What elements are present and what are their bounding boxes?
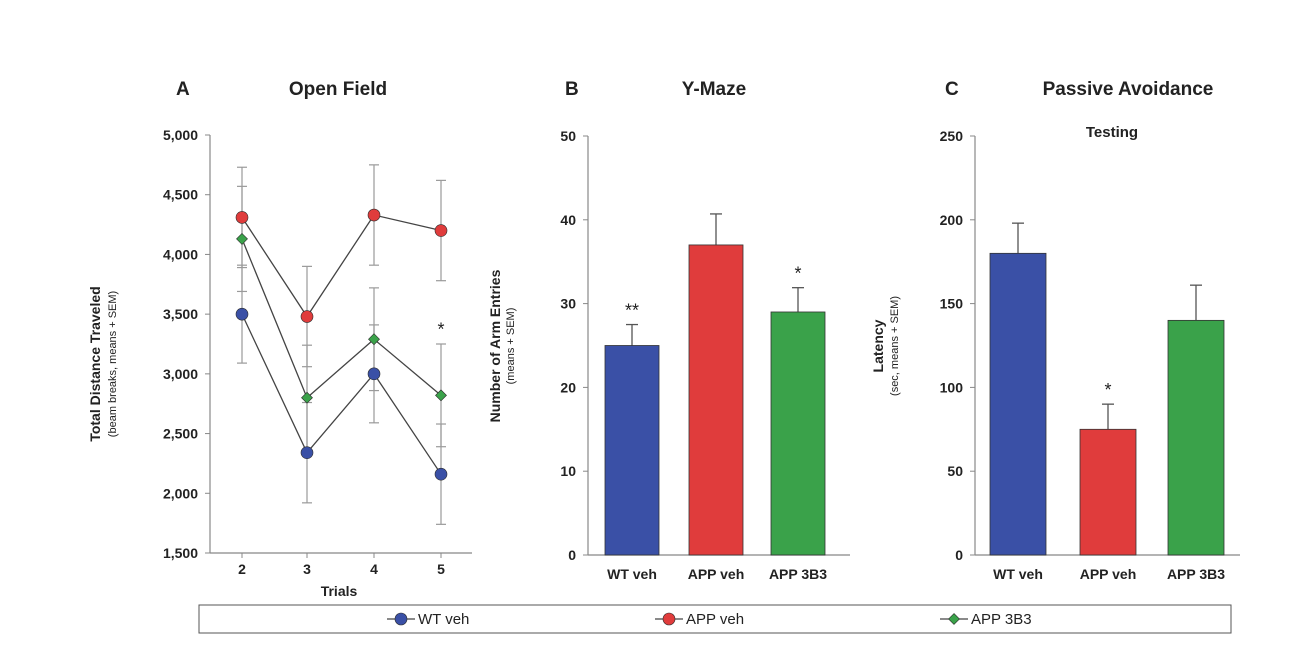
panel-b-letter: B	[565, 79, 579, 100]
data-point-diamond	[236, 232, 248, 245]
panel-b-bar-chart: B Y-Maze Number of Arm Entries (means + …	[487, 79, 850, 582]
data-point-diamond	[368, 333, 380, 346]
significance-marker: *	[794, 264, 801, 284]
significance-marker: *	[1104, 380, 1111, 400]
panel-a-y-label-sub: (beam breaks, means + SEM)	[107, 291, 119, 437]
bar	[604, 345, 660, 556]
data-point-circle	[300, 310, 314, 323]
bar	[1079, 428, 1137, 556]
panel-c-y-label: Latency	[870, 319, 886, 372]
x-category-label: WT veh	[993, 566, 1043, 582]
x-tick-label: 2	[238, 561, 246, 577]
legend-marker-diamond	[948, 613, 960, 625]
bar	[989, 252, 1047, 556]
panel-c-letter: C	[945, 79, 959, 100]
y-tick-label: 1,500	[163, 545, 198, 561]
data-point-circle	[367, 367, 381, 381]
y-tick-label: 50	[560, 128, 576, 144]
y-tick-label: 10	[560, 463, 576, 479]
panel-c-title: Passive Avoidance	[1043, 79, 1214, 100]
y-tick-label: 0	[568, 547, 576, 563]
panel-c-bar-chart: C Passive Avoidance Testing Latency (sec…	[870, 79, 1240, 582]
significance-marker: **	[625, 301, 639, 321]
data-point-diamond	[301, 391, 313, 404]
data-point-diamond	[435, 389, 447, 402]
legend-label: APP veh	[686, 611, 744, 628]
legend-marker-circle	[394, 612, 408, 626]
panel-b-title: Y-Maze	[682, 79, 746, 100]
legend-box	[198, 604, 1232, 634]
significance-marker: *	[437, 319, 444, 339]
bar	[688, 244, 744, 556]
data-point-circle	[235, 211, 249, 224]
y-tick-label: 50	[947, 463, 963, 479]
y-tick-label: 250	[940, 128, 964, 144]
y-tick-label: 2,500	[163, 426, 198, 442]
y-tick-label: 3,500	[163, 306, 198, 322]
y-tick-label: 40	[560, 212, 576, 228]
series-line	[241, 214, 442, 318]
y-tick-label: 3,000	[163, 366, 198, 382]
x-category-label: WT veh	[607, 566, 657, 582]
panel-c-subtitle: Testing	[1086, 124, 1138, 141]
y-tick-label: 30	[560, 296, 576, 312]
panel-a-x-label: Trials	[321, 583, 358, 599]
x-category-label: APP 3B3	[769, 566, 827, 582]
series-line	[241, 313, 442, 475]
y-tick-label: 2,000	[163, 485, 198, 501]
y-tick-label: 4,500	[163, 187, 198, 203]
y-tick-label: 100	[940, 379, 964, 395]
data-point-circle	[235, 307, 249, 321]
panel-b-y-label-sub: (means + SEM)	[505, 308, 517, 385]
legend: WT veh APP veh APP 3B3	[198, 604, 1232, 634]
legend-label: APP 3B3	[971, 611, 1032, 628]
panel-b-y-label: Number of Arm Entries	[487, 269, 503, 422]
data-point-circle	[434, 467, 448, 481]
y-tick-label: 20	[560, 379, 576, 395]
data-point-circle	[434, 224, 448, 237]
x-category-label: APP veh	[1080, 566, 1137, 582]
bar	[770, 311, 826, 556]
x-tick-label: 5	[437, 561, 445, 577]
y-tick-label: 200	[940, 212, 964, 228]
y-tick-label: 5,000	[163, 127, 198, 143]
panel-a-y-label: Total Distance Traveled	[87, 286, 103, 441]
legend-label: WT veh	[418, 611, 469, 628]
panel-a-line-chart: A Open Field Trials Total Distance Trave…	[87, 79, 472, 599]
x-tick-label: 3	[303, 561, 311, 577]
data-point-circle	[300, 446, 314, 459]
y-tick-label: 150	[940, 296, 964, 312]
x-category-label: APP 3B3	[1167, 566, 1225, 582]
legend-marker-circle	[662, 612, 676, 626]
y-tick-label: 0	[955, 547, 963, 563]
panel-c-y-label-sub: (sec, means + SEM)	[889, 296, 901, 396]
y-tick-label: 4,000	[163, 246, 198, 262]
x-tick-label: 4	[370, 561, 378, 577]
panel-a-letter: A	[176, 79, 190, 100]
data-point-circle	[367, 208, 381, 222]
panel-a-title: Open Field	[289, 79, 387, 100]
x-category-label: APP veh	[688, 566, 745, 582]
series-line	[241, 238, 442, 399]
bar	[1167, 319, 1225, 556]
